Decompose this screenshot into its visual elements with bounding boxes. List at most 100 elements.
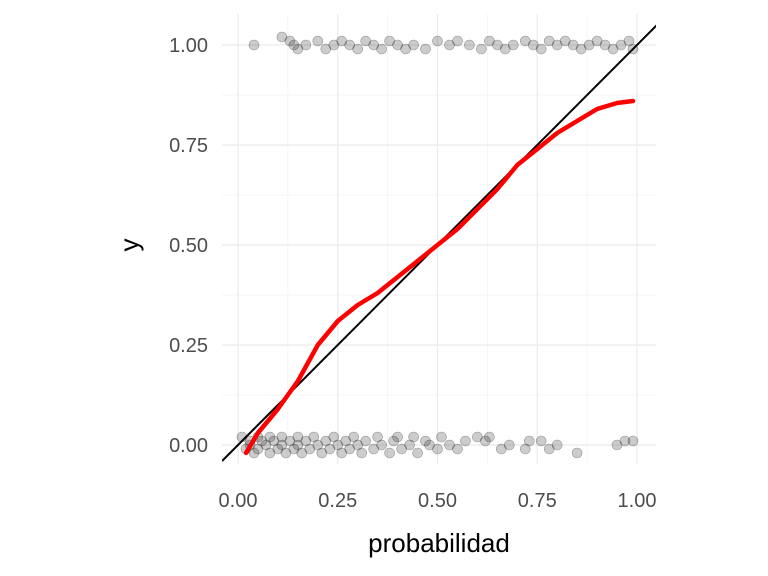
data-point bbox=[248, 447, 260, 459]
data-point bbox=[328, 431, 340, 443]
data-point bbox=[324, 443, 336, 455]
x-axis-title: probabilidad bbox=[368, 528, 510, 558]
data-point bbox=[484, 35, 495, 47]
data-point bbox=[248, 39, 260, 51]
data-point bbox=[336, 35, 348, 47]
data-point bbox=[312, 439, 324, 451]
data-point bbox=[344, 443, 356, 455]
data-point bbox=[268, 435, 280, 447]
data-point bbox=[284, 435, 296, 447]
data-point bbox=[476, 43, 487, 55]
x-tick-label: 0.00 bbox=[219, 490, 258, 512]
y-tick-labels: 0.00 0.25 0.50 0.75 1.00 bbox=[169, 35, 208, 457]
data-point bbox=[480, 435, 491, 447]
data-point bbox=[376, 43, 387, 55]
data-point bbox=[296, 447, 308, 459]
data-point bbox=[551, 439, 563, 451]
data-point bbox=[623, 35, 635, 47]
data-point bbox=[408, 39, 419, 51]
data-point bbox=[420, 43, 431, 55]
data-point bbox=[619, 435, 631, 447]
data-point bbox=[432, 35, 443, 47]
smooth-curve bbox=[243, 98, 636, 456]
y-tick-label: 0.50 bbox=[169, 235, 208, 257]
data-point bbox=[340, 435, 352, 447]
data-point bbox=[384, 447, 395, 459]
data-point bbox=[300, 39, 312, 51]
data-point bbox=[300, 435, 312, 447]
data-point bbox=[316, 447, 328, 459]
data-point bbox=[559, 35, 571, 47]
data-point bbox=[599, 39, 611, 51]
data-point bbox=[436, 431, 447, 443]
data-point bbox=[615, 39, 627, 51]
data-point bbox=[344, 39, 356, 51]
lines bbox=[222, 24, 656, 462]
data-point bbox=[288, 443, 300, 455]
x-tick-label: 0.25 bbox=[318, 490, 357, 512]
data-point bbox=[575, 43, 587, 55]
data-point bbox=[356, 447, 368, 459]
data-point bbox=[495, 443, 507, 455]
data-point bbox=[499, 43, 511, 55]
y-tick-label: 0.25 bbox=[169, 335, 208, 357]
data-point bbox=[519, 443, 531, 455]
data-point bbox=[543, 35, 555, 47]
data-point bbox=[408, 431, 419, 443]
data-point bbox=[452, 443, 463, 455]
data-point bbox=[519, 35, 531, 47]
data-point bbox=[484, 431, 495, 443]
data-point bbox=[583, 39, 595, 51]
y-axis-title: y bbox=[114, 239, 144, 252]
data-point bbox=[360, 35, 372, 47]
x-tick-labels: 0.00 0.25 0.50 0.75 1.00 bbox=[219, 490, 657, 512]
data-point bbox=[384, 35, 395, 47]
x-tick-label: 0.50 bbox=[418, 490, 457, 512]
data-point bbox=[332, 439, 344, 451]
data-point bbox=[424, 439, 435, 451]
grid bbox=[222, 14, 656, 464]
data-point bbox=[292, 431, 304, 443]
data-point bbox=[527, 39, 539, 51]
data-point bbox=[308, 431, 320, 443]
data-point bbox=[412, 447, 423, 459]
data-point bbox=[404, 439, 415, 451]
data-point bbox=[272, 443, 284, 455]
data-point bbox=[551, 39, 563, 51]
data-point bbox=[256, 435, 268, 447]
data-point bbox=[611, 439, 623, 451]
data-point bbox=[264, 431, 276, 443]
data-point bbox=[252, 443, 264, 455]
data-point bbox=[320, 435, 332, 447]
data-point bbox=[264, 447, 276, 459]
data-point bbox=[400, 43, 411, 55]
data-point bbox=[304, 443, 316, 455]
data-point bbox=[292, 43, 304, 55]
data-point bbox=[284, 35, 296, 47]
data-point bbox=[607, 43, 619, 55]
data-point bbox=[392, 39, 403, 51]
data-point bbox=[523, 435, 535, 447]
data-point bbox=[444, 39, 455, 51]
data-point bbox=[503, 439, 515, 451]
data-point bbox=[432, 443, 443, 455]
data-point bbox=[312, 35, 324, 47]
data-point bbox=[396, 443, 407, 455]
x-tick-label: 0.75 bbox=[518, 490, 557, 512]
data-point bbox=[507, 39, 519, 51]
data-point bbox=[388, 435, 399, 447]
data-point bbox=[567, 39, 579, 51]
data-point bbox=[571, 447, 583, 459]
data-point bbox=[535, 435, 547, 447]
data-point bbox=[320, 43, 332, 55]
y-tick-label: 1.00 bbox=[169, 35, 208, 57]
data-point bbox=[368, 443, 380, 455]
data-point bbox=[472, 431, 483, 443]
data-point bbox=[372, 431, 383, 443]
data-point bbox=[460, 435, 471, 447]
data-point bbox=[420, 435, 431, 447]
data-point bbox=[535, 43, 547, 55]
data-point bbox=[348, 431, 360, 443]
data-point bbox=[591, 35, 603, 47]
